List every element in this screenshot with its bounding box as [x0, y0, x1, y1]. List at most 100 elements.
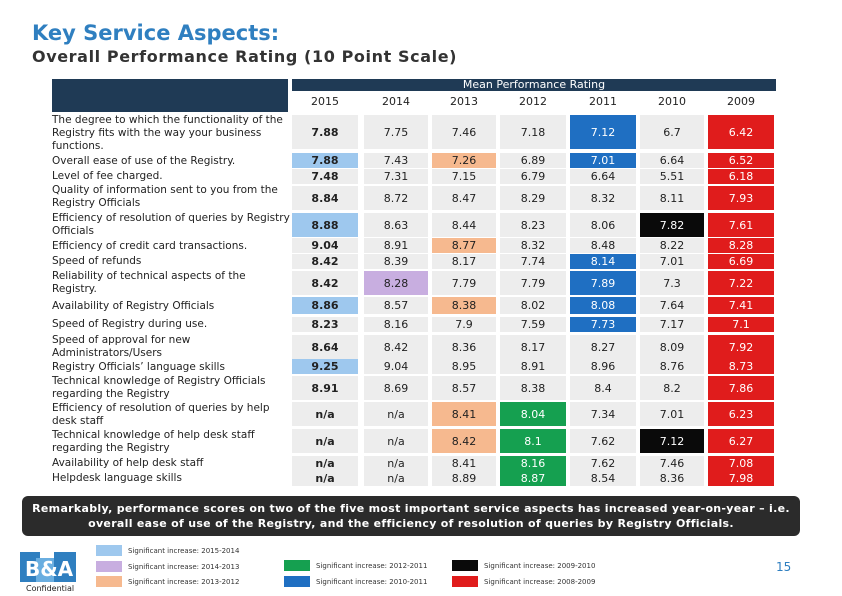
rating-cell-2010: 6.64	[640, 153, 704, 168]
rating-cell-2013: 8.38	[432, 297, 496, 314]
rating-cell-2010: 8.2	[640, 376, 704, 400]
rating-cell-2014: 7.31	[364, 169, 428, 184]
legend-swatch	[452, 560, 478, 571]
header-mean-performance: Mean Performance Rating	[462, 78, 606, 91]
rating-cell-2015: 7.48	[292, 169, 358, 184]
rating-cell-2013: 8.44	[432, 213, 496, 237]
rating-cell-2009: 7.92	[708, 335, 774, 359]
rating-cell-2014: 8.42	[364, 335, 428, 359]
rating-cell-2013: 7.46	[432, 115, 496, 149]
row-label: Efficiency of credit card transactions.	[52, 239, 248, 252]
rating-cell-2015: n/a	[292, 429, 358, 453]
legend-label: Significant increase: 2014-2013	[128, 562, 240, 571]
rating-cell-2009: 7.1	[708, 317, 774, 332]
year-header-2015: 2015	[292, 91, 358, 112]
legend-label: Significant increase: 2012-2011	[316, 561, 428, 570]
rating-cell-2013: 8.89	[432, 471, 496, 486]
rating-cell-2013: 7.79	[432, 271, 496, 295]
rating-cell-2014: n/a	[364, 471, 428, 486]
rating-cell-2012: 8.23	[500, 213, 566, 237]
summary-banner: Remarkably, performance scores on two of…	[22, 496, 800, 536]
rating-cell-2014: 7.43	[364, 153, 428, 168]
rating-cell-2011: 7.01	[570, 153, 636, 168]
legend-label: Significant increase: 2010-2011	[316, 577, 428, 586]
rating-cell-2014: 8.91	[364, 238, 428, 253]
legend-item: Significant increase: 2009-2010	[452, 560, 595, 571]
legend-swatch	[96, 545, 122, 556]
rating-cell-2012: 8.17	[500, 335, 566, 359]
rating-cell-2013: 8.57	[432, 376, 496, 400]
rating-cell-2012: 8.91	[500, 359, 566, 374]
rating-cell-2011: 8.48	[570, 238, 636, 253]
rating-cell-2011: 6.64	[570, 169, 636, 184]
rating-cell-2011: 8.32	[570, 186, 636, 210]
legend-swatch	[452, 576, 478, 587]
rating-cell-2015: n/a	[292, 471, 358, 486]
rating-cell-2013: 8.41	[432, 402, 496, 426]
rating-cell-2015: 7.88	[292, 115, 358, 149]
rating-cell-2015: 8.42	[292, 271, 358, 295]
rating-cell-2010: 7.17	[640, 317, 704, 332]
legend-item: Significant increase: 2014-2013	[96, 561, 239, 572]
rating-cell-2013: 8.36	[432, 335, 496, 359]
row-label: Technical knowledge of help desk staff r…	[52, 429, 255, 454]
rating-cell-2009: 7.93	[708, 186, 774, 210]
rating-cell-2012: 7.74	[500, 254, 566, 269]
legend-item: Significant increase: 2008-2009	[452, 576, 595, 587]
rating-cell-2014: 7.75	[364, 115, 428, 149]
rating-cell-2009: 7.41	[708, 297, 774, 314]
company-logo: B&A	[20, 552, 76, 582]
rating-cell-2009: 7.22	[708, 271, 774, 295]
rating-cell-2012: 7.18	[500, 115, 566, 149]
rating-cell-2009: 6.52	[708, 153, 774, 168]
rating-cell-2015: 8.84	[292, 186, 358, 210]
rating-cell-2010: 5.51	[640, 169, 704, 184]
rating-cell-2014: 8.57	[364, 297, 428, 314]
legend-label: Significant increase: 2009-2010	[484, 561, 596, 570]
page-title: Key Service Aspects:	[32, 21, 280, 45]
row-label: Overall ease of use of the Registry.	[52, 154, 236, 167]
rating-cell-2009: 7.08	[708, 456, 774, 471]
rating-cell-2015: 8.88	[292, 213, 358, 237]
rating-cell-2012: 6.79	[500, 169, 566, 184]
rating-cell-2015: n/a	[292, 456, 358, 471]
legend-swatch	[96, 561, 122, 572]
rating-cell-2015: n/a	[292, 402, 358, 426]
rating-cell-2009: 7.86	[708, 376, 774, 400]
rating-cell-2012: 8.04	[500, 402, 566, 426]
year-header-2014: 2014	[364, 91, 428, 112]
rating-cell-2012: 8.38	[500, 376, 566, 400]
row-label: Registry Officials’ language skills	[52, 360, 225, 373]
rating-cell-2011: 8.08	[570, 297, 636, 314]
rating-cell-2015: 9.04	[292, 238, 358, 253]
rating-cell-2011: 7.73	[570, 317, 636, 332]
rating-cell-2010: 7.46	[640, 456, 704, 471]
legend-swatch	[284, 560, 310, 571]
rating-cell-2014: 8.72	[364, 186, 428, 210]
rating-cell-2015: 8.64	[292, 335, 358, 359]
rating-cell-2010: 6.7	[640, 115, 704, 149]
row-label: Helpdesk language skills	[52, 471, 182, 484]
page-subtitle: Overall Performance Rating (10 Point Sca…	[32, 47, 458, 66]
rating-cell-2013: 8.17	[432, 254, 496, 269]
rating-cell-2009: 6.69	[708, 254, 774, 269]
rating-cell-2015: 7.88	[292, 153, 358, 168]
rating-cell-2014: 8.28	[364, 271, 428, 295]
year-header-2012: 2012	[500, 91, 566, 112]
rating-cell-2014: n/a	[364, 402, 428, 426]
rating-cell-2015: 9.25	[292, 359, 358, 374]
row-label: Quality of information sent to you from …	[52, 184, 278, 209]
rating-cell-2013: 8.95	[432, 359, 496, 374]
rating-cell-2010: 7.82	[640, 213, 704, 237]
rating-cell-2013: 8.77	[432, 238, 496, 253]
header-band	[292, 79, 776, 91]
rating-cell-2013: 8.42	[432, 429, 496, 453]
rating-cell-2011: 7.34	[570, 402, 636, 426]
rating-cell-2010: 8.09	[640, 335, 704, 359]
rating-cell-2014: n/a	[364, 456, 428, 471]
row-label: Availability of Registry Officials	[52, 299, 215, 312]
rating-cell-2011: 7.12	[570, 115, 636, 149]
rating-cell-2010: 8.11	[640, 186, 704, 210]
row-label: Reliability of technical aspects of the …	[52, 270, 246, 295]
rating-cell-2009: 8.73	[708, 359, 774, 374]
